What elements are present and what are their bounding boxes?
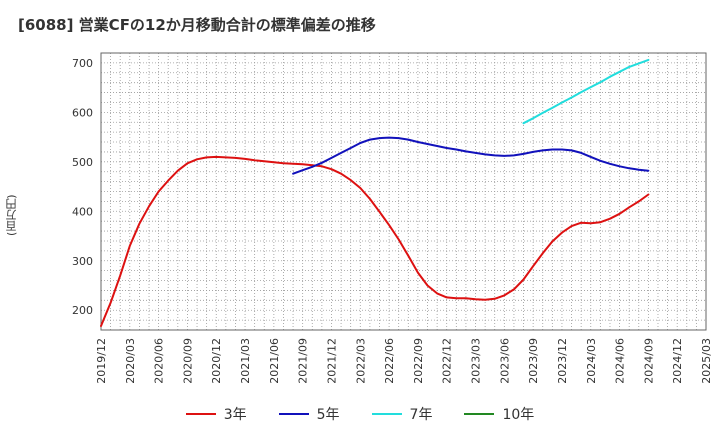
legend-label: 10年 (502, 407, 535, 423)
legend-item-1: 3年 (185, 404, 247, 424)
legend-swatch (278, 413, 309, 415)
x-tick-label: 2024/06 (614, 338, 627, 384)
y-tick-label: 300 (72, 255, 93, 268)
x-tick-label: 2020/03 (124, 338, 137, 384)
x-tick-label: 2019/12 (95, 338, 108, 384)
x-tick-label: 2024/12 (671, 338, 684, 384)
y-tick-label: 600 (72, 106, 93, 119)
y-tick-label: 200 (72, 304, 93, 317)
x-tick-label: 2024/09 (642, 338, 655, 384)
x-tick-label: 2022/03 (354, 338, 367, 384)
legend-item-2: 5年 (278, 404, 340, 424)
legend-swatch (464, 413, 495, 415)
x-tick-label: 2022/06 (383, 338, 396, 384)
legend-item-3: 7年 (371, 404, 433, 424)
x-tick-label: 2021/12 (325, 338, 338, 384)
x-tick-label: 2020/09 (181, 338, 194, 384)
x-tick-label: 2023/12 (556, 338, 569, 384)
x-tick-label: 2025/03 (700, 338, 713, 384)
y-tick-label: 500 (72, 156, 93, 169)
legend-item-4: 10年 (464, 404, 534, 424)
x-tick-label: 2024/03 (585, 338, 598, 384)
series-line-2 (292, 136, 650, 175)
chart-title: [6088] 営業CFの12か月移動合計の標準偏差の推移 (18, 16, 376, 34)
legend-label: 3年 (223, 407, 247, 423)
series-line-3 (522, 58, 650, 125)
y-tick-label: 400 (72, 205, 93, 218)
x-tick-label: 2021/06 (268, 338, 281, 384)
x-tick-label: 2023/09 (527, 338, 540, 384)
y-tick-label: 700 (72, 57, 93, 70)
x-tick-label: 2022/12 (441, 338, 454, 384)
x-tick-label: 2020/12 (210, 338, 223, 384)
x-tick-label: 2023/06 (498, 338, 511, 384)
x-tick-label: 2020/06 (153, 338, 166, 384)
legend: 3年 5年 7年 10年 (0, 402, 720, 426)
legend-swatch (371, 413, 402, 415)
legend-label: 5年 (316, 407, 340, 423)
x-tick-label: 2021/03 (239, 338, 252, 384)
legend-swatch (185, 413, 216, 415)
series-line-1 (100, 155, 650, 327)
plot-frame (100, 52, 707, 331)
x-tick-label: 2023/03 (470, 338, 483, 384)
x-tick-label: 2021/09 (297, 338, 310, 384)
legend-label: 7年 (409, 407, 433, 423)
x-tick-label: 2022/09 (412, 338, 425, 384)
